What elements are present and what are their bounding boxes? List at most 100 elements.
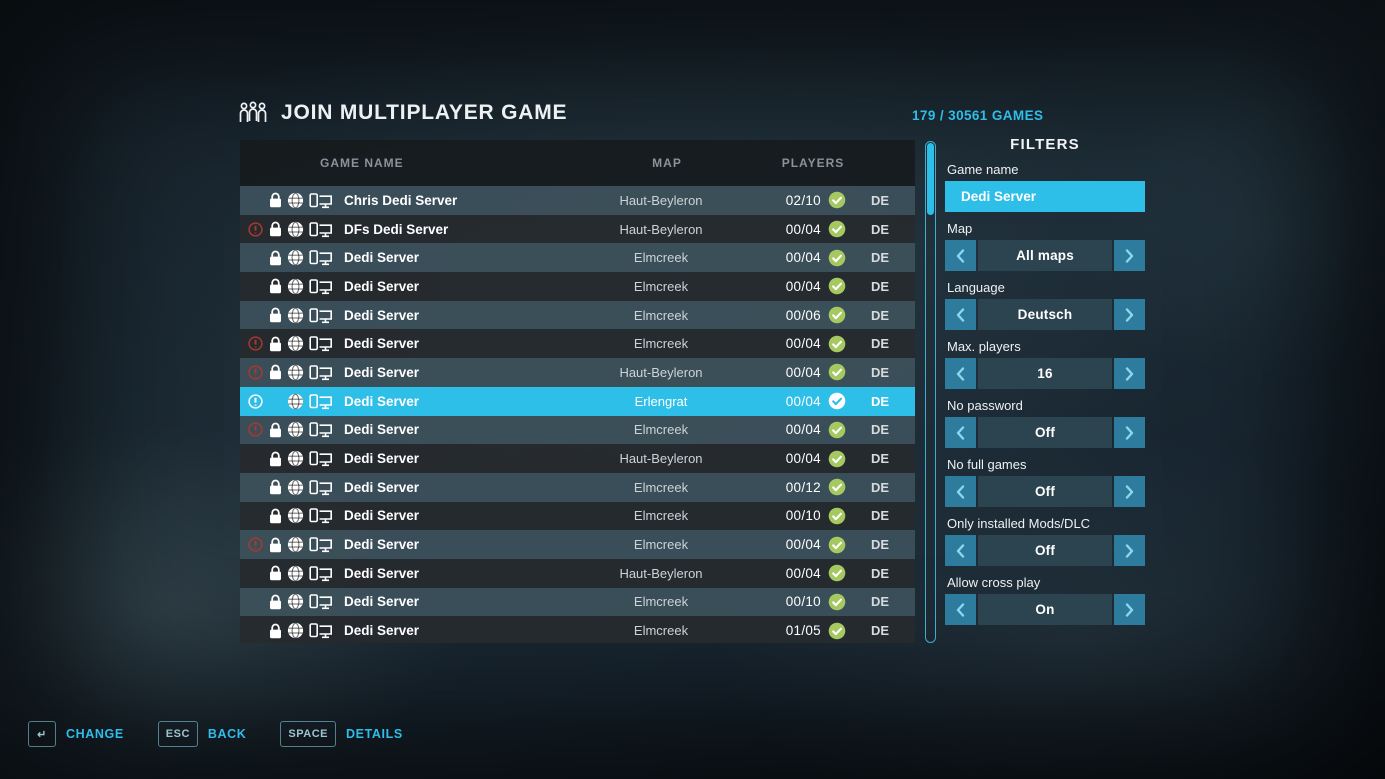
- stepper-next-button[interactable]: [1114, 535, 1145, 566]
- stepper-prev-button[interactable]: [945, 240, 976, 271]
- stepper-prev-button[interactable]: [945, 358, 976, 389]
- server-map: Elmcreek: [633, 336, 689, 352]
- crossplay-icon: [306, 565, 336, 582]
- multiplayer-group-icon: [238, 101, 268, 125]
- filter-label: Language: [947, 280, 1005, 295]
- stepper-next-button[interactable]: [1114, 417, 1145, 448]
- footer-key-hints: ↵ CHANGE ESC BACK SPACE DETAILS: [28, 721, 403, 747]
- players-ok-icon: [821, 564, 853, 582]
- filter-stepper: Off: [945, 417, 1145, 448]
- server-row[interactable]: Dedi Server Elmcreek 00/04 DE: [240, 272, 915, 301]
- server-row[interactable]: Dedi Server Elmcreek 00/06 DE: [240, 300, 915, 330]
- server-row[interactable]: Dedi Server Haut-Beyleron 00/04 DE: [240, 558, 915, 588]
- server-map: Elmcreek: [633, 479, 689, 495]
- stepper-next-button[interactable]: [1114, 299, 1145, 330]
- server-row[interactable]: Dedi Server Elmcreek 00/04 DE: [240, 530, 915, 559]
- stepper-next-button[interactable]: [1114, 476, 1145, 507]
- server-name: Dedi Server: [344, 479, 420, 495]
- table-header: GAME NAME MAP PLAYERS: [240, 140, 915, 186]
- crossplay-icon: [306, 249, 336, 266]
- filter-label: Allow cross play: [947, 575, 1041, 590]
- stepper-prev-button[interactable]: [945, 476, 976, 507]
- scrollbar-thumb[interactable]: [927, 143, 934, 215]
- server-players: 00/06: [785, 307, 821, 323]
- table-body: Chris Dedi Server Haut-Beyleron 02/10 DE: [240, 186, 915, 643]
- stepper-next-button[interactable]: [1114, 594, 1145, 625]
- server-row[interactable]: Dedi Server Elmcreek 01/05 DE: [240, 616, 915, 643]
- column-header-game-name: GAME NAME: [320, 156, 404, 170]
- server-players: 00/04: [785, 565, 821, 581]
- game-name-filter-input[interactable]: Dedi Server: [945, 181, 1145, 212]
- server-map: Elmcreek: [633, 594, 689, 610]
- lock-icon: [265, 537, 285, 553]
- server-row[interactable]: Dedi Server Elmcreek 00/04 DE: [240, 415, 915, 445]
- filter-group: Only installed Mods/DLC Off: [945, 516, 1145, 566]
- lock-icon: [265, 221, 285, 237]
- warning-icon: [245, 365, 265, 380]
- server-players: 02/10: [785, 192, 821, 208]
- server-name: Dedi Server: [344, 422, 420, 438]
- server-row[interactable]: Dedi Server Elmcreek 00/10 DE: [240, 587, 915, 617]
- server-row[interactable]: Dedi Server Haut-Beyleron 00/04 DE: [240, 444, 915, 473]
- server-players: 00/04: [785, 221, 821, 237]
- server-map: Elmcreek: [633, 278, 689, 294]
- globe-icon: [285, 249, 306, 266]
- server-row[interactable]: Dedi Server Erlengrat 00/04 DE: [240, 386, 915, 416]
- page-title-bar: JOIN MULTIPLAYER GAME: [238, 101, 567, 125]
- server-row[interactable]: Dedi Server Haut-Beyleron 00/04 DE: [240, 358, 915, 387]
- server-row[interactable]: Dedi Server Elmcreek 00/10 DE: [240, 501, 915, 531]
- server-language: DE: [870, 192, 890, 208]
- stepper-prev-button[interactable]: [945, 299, 976, 330]
- server-name: Dedi Server: [344, 336, 420, 352]
- key-button[interactable]: SPACE: [280, 721, 337, 747]
- stepper-prev-button[interactable]: [945, 417, 976, 448]
- warning-icon: [245, 221, 265, 237]
- filter-group: Allow cross play On: [945, 575, 1145, 625]
- server-language: DE: [870, 364, 890, 380]
- players-ok-icon: [821, 478, 853, 496]
- stepper-prev-button[interactable]: [945, 594, 976, 625]
- server-players: 00/04: [785, 451, 821, 467]
- filter-stepper: 16: [945, 358, 1145, 389]
- globe-icon: [285, 192, 306, 209]
- crossplay-icon: [306, 364, 336, 381]
- stepper-prev-button[interactable]: [945, 535, 976, 566]
- stepper-next-button[interactable]: [1114, 358, 1145, 389]
- players-ok-icon: [821, 363, 853, 381]
- crossplay-icon: [306, 421, 336, 438]
- players-ok-icon: [821, 335, 853, 353]
- key-hint: ↵ CHANGE: [28, 721, 124, 747]
- lock-icon: [265, 508, 285, 524]
- lock-icon: [265, 336, 285, 352]
- games-counter: 179 / 30561 GAMES: [912, 108, 1044, 123]
- server-row[interactable]: Dedi Server Elmcreek 00/12 DE: [240, 472, 915, 502]
- warning-icon: [245, 336, 265, 351]
- lock-icon: [265, 364, 285, 380]
- stepper-value: Off: [978, 417, 1112, 448]
- server-row[interactable]: Dedi Server Elmcreek 00/04 DE: [240, 243, 915, 273]
- server-language: DE: [870, 393, 890, 409]
- server-players: 00/04: [785, 422, 821, 438]
- key-hint: ESC BACK: [157, 721, 247, 747]
- crossplay-icon: [306, 622, 336, 639]
- players-ok-icon: [821, 593, 853, 611]
- key-button[interactable]: ESC: [157, 721, 198, 747]
- key-button[interactable]: ↵: [28, 721, 56, 747]
- filter-label: Only installed Mods/DLC: [947, 516, 1091, 531]
- list-scrollbar[interactable]: [925, 141, 936, 643]
- server-row[interactable]: Chris Dedi Server Haut-Beyleron 02/10 DE: [240, 186, 915, 215]
- filter-stepper: On: [945, 594, 1145, 625]
- globe-icon: [285, 593, 306, 610]
- globe-icon: [285, 565, 306, 582]
- server-map: Elmcreek: [633, 307, 689, 323]
- server-language: DE: [870, 623, 890, 639]
- server-language: DE: [870, 537, 890, 553]
- server-players: 00/04: [785, 250, 821, 266]
- server-row[interactable]: DFs Dedi Server Haut-Beyleron 00/04 DE: [240, 214, 915, 244]
- crossplay-icon: [306, 450, 336, 467]
- server-row[interactable]: Dedi Server Elmcreek 00/04 DE: [240, 329, 915, 359]
- stepper-next-button[interactable]: [1114, 240, 1145, 271]
- server-name: Dedi Server: [344, 594, 420, 610]
- chevron-left-icon: [956, 307, 965, 322]
- globe-icon: [285, 479, 306, 496]
